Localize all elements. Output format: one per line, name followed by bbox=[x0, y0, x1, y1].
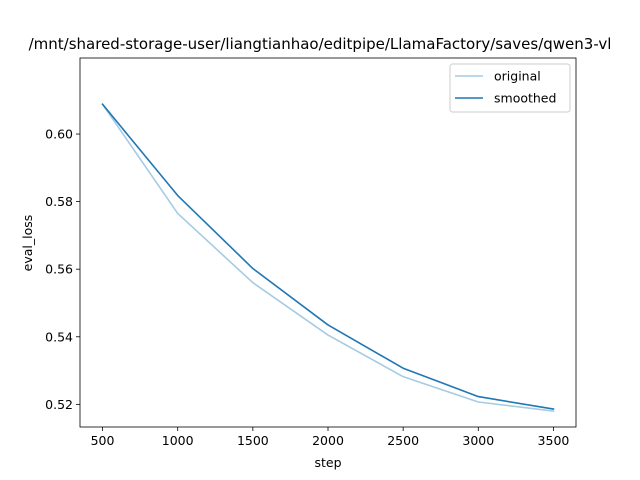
y-tick-label: 0.56 bbox=[45, 262, 73, 277]
x-tick-label: 1500 bbox=[237, 433, 269, 448]
y-tick-label: 0.52 bbox=[45, 397, 73, 412]
x-tick-label: 3000 bbox=[462, 433, 494, 448]
legend: original smoothed bbox=[449, 63, 571, 113]
y-axis-label: eval_loss bbox=[20, 215, 35, 272]
x-axis-label: step bbox=[314, 455, 341, 470]
series-line-original bbox=[101, 103, 555, 413]
x-tick-label: 2000 bbox=[312, 433, 344, 448]
plot-area: 500 1000 1500 2000 2500 3000 3500 0.52 0.54 0.56 0… bbox=[45, 103, 570, 448]
x-tick-label: 500 bbox=[91, 433, 115, 448]
y-tick-label: 0.60 bbox=[45, 127, 73, 142]
x-tick-label: 2500 bbox=[387, 433, 419, 448]
axes-frame bbox=[79, 57, 577, 428]
chart-title: /mnt/shared-storage-user/liangtianhao/ed… bbox=[29, 35, 612, 53]
legend-label-original: original bbox=[494, 69, 541, 84]
x-tick-label: 1000 bbox=[162, 433, 194, 448]
series-line-smoothed bbox=[101, 103, 555, 411]
y-tick-label: 0.54 bbox=[45, 329, 73, 344]
y-tick-label: 0.58 bbox=[45, 194, 73, 209]
x-tick-label: 3500 bbox=[538, 433, 570, 448]
legend-label-smoothed: smoothed bbox=[494, 91, 556, 106]
